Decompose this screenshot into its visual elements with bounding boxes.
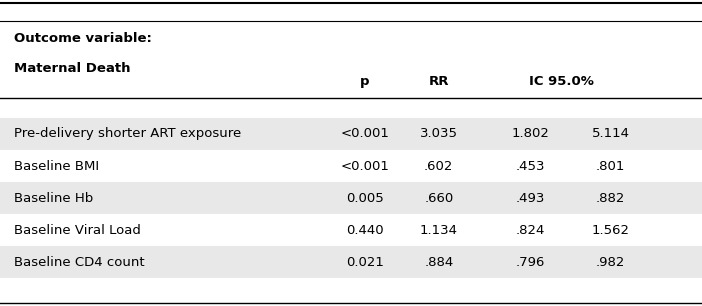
- Text: 1.134: 1.134: [420, 224, 458, 237]
- FancyBboxPatch shape: [0, 118, 702, 150]
- Text: 1.562: 1.562: [592, 224, 630, 237]
- Text: <0.001: <0.001: [340, 127, 390, 140]
- Text: Baseline Viral Load: Baseline Viral Load: [14, 224, 141, 237]
- Text: .796: .796: [515, 256, 545, 269]
- Text: IC 95.0%: IC 95.0%: [529, 75, 594, 88]
- Text: .660: .660: [424, 192, 453, 205]
- Text: Pre-delivery shorter ART exposure: Pre-delivery shorter ART exposure: [14, 127, 241, 140]
- Text: .801: .801: [596, 159, 625, 173]
- Text: 0.005: 0.005: [346, 192, 384, 205]
- Text: Baseline BMI: Baseline BMI: [14, 159, 99, 173]
- Text: .602: .602: [424, 159, 453, 173]
- Text: 0.440: 0.440: [346, 224, 384, 237]
- Text: 1.802: 1.802: [511, 127, 549, 140]
- Text: 5.114: 5.114: [592, 127, 630, 140]
- Text: Maternal Death: Maternal Death: [14, 62, 131, 75]
- Text: .982: .982: [596, 256, 625, 269]
- FancyBboxPatch shape: [0, 182, 702, 214]
- Text: RR: RR: [428, 75, 449, 88]
- Text: 3.035: 3.035: [420, 127, 458, 140]
- Text: .824: .824: [515, 224, 545, 237]
- Text: Baseline CD4 count: Baseline CD4 count: [14, 256, 145, 269]
- Text: .493: .493: [515, 192, 545, 205]
- FancyBboxPatch shape: [0, 246, 702, 278]
- Text: .882: .882: [596, 192, 625, 205]
- Text: p: p: [360, 75, 370, 88]
- Text: Outcome variable:: Outcome variable:: [14, 32, 152, 45]
- Text: .453: .453: [515, 159, 545, 173]
- Text: <0.001: <0.001: [340, 159, 390, 173]
- Text: 0.021: 0.021: [346, 256, 384, 269]
- Text: Baseline Hb: Baseline Hb: [14, 192, 93, 205]
- Text: .884: .884: [424, 256, 453, 269]
